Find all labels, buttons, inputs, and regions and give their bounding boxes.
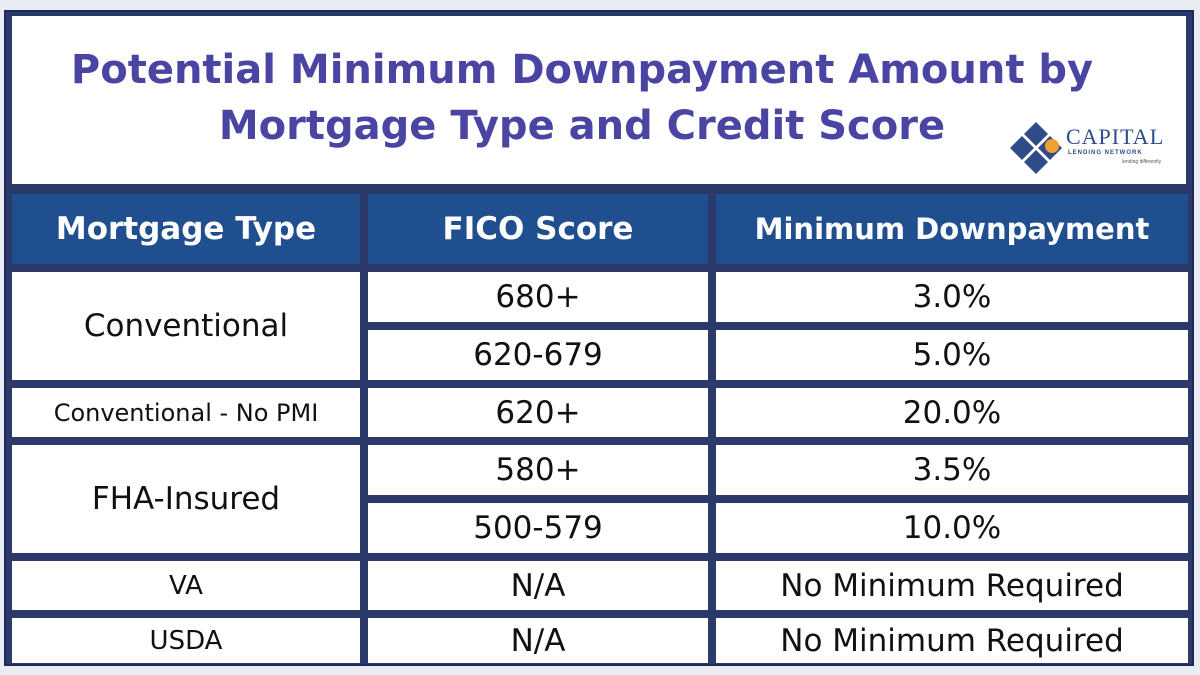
min-downpayment-cell: No Minimum Required <box>716 561 1188 610</box>
min-downpayment-cell: 20.0% <box>716 388 1188 437</box>
title-panel: Potential Minimum Downpayment Amount by … <box>12 16 1186 184</box>
fico-score-cell: 620-679 <box>368 330 708 380</box>
min-downpayment-cell: No Minimum Required <box>716 618 1188 663</box>
mortgage-type-cell: FHA-Insured <box>12 445 360 553</box>
fico-score-cell: 680+ <box>368 272 708 322</box>
min-downpayment-cell: 3.5% <box>716 445 1188 495</box>
diamond-logo-icon <box>1010 122 1062 174</box>
mortgage-type-cell: VA <box>12 561 360 610</box>
fico-score-cell: N/A <box>368 618 708 663</box>
fico-score-cell: 580+ <box>368 445 708 495</box>
title-line-2: Mortgage Type and Credit Score <box>218 103 946 149</box>
header-fico-score: FICO Score <box>368 194 708 264</box>
min-downpayment-cell: 10.0% <box>716 503 1188 553</box>
mortgage-type-cell: USDA <box>12 618 360 663</box>
fico-score-cell: 500-579 <box>368 503 708 553</box>
logo-subtitle: LENDING NETWORK <box>1068 150 1143 156</box>
min-downpayment-cell: 3.0% <box>716 272 1188 322</box>
logo-name: CAPITAL <box>1066 124 1165 149</box>
title-line-1: Potential Minimum Downpayment Amount by <box>70 47 1094 93</box>
page-title: Potential Minimum Downpayment Amount by … <box>12 42 1152 154</box>
mortgage-type-cell: Conventional - No PMI <box>12 388 360 437</box>
header-minimum-downpayment: Minimum Downpayment <box>716 194 1188 264</box>
company-logo: CAPITAL LENDING NETWORK lending differen… <box>1010 120 1186 178</box>
header-mortgage-type: Mortgage Type <box>12 194 360 264</box>
logo-tagline: lending differently <box>1122 159 1162 165</box>
fico-score-cell: 620+ <box>368 388 708 437</box>
mortgage-type-cell: Conventional <box>12 272 360 380</box>
min-downpayment-cell: 5.0% <box>716 330 1188 380</box>
table-frame: Potential Minimum Downpayment Amount by … <box>4 10 1194 666</box>
fico-score-cell: N/A <box>368 561 708 610</box>
